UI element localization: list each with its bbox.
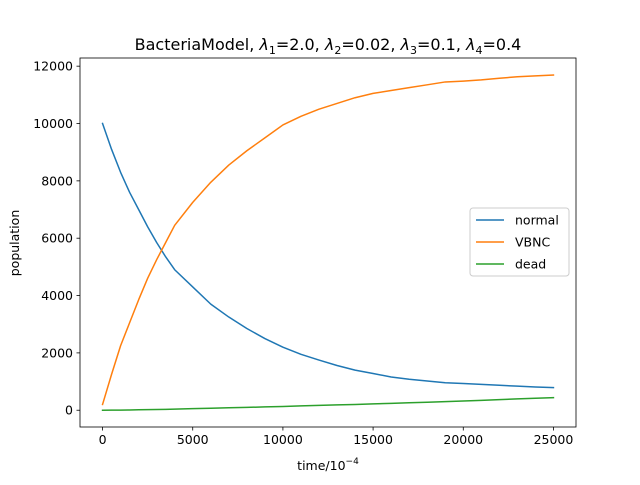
chart-title-lambda-value: =2.0, — [276, 35, 325, 54]
y-tick-label: 8000 — [41, 173, 73, 188]
y-axis-label: population — [7, 210, 22, 277]
chart-title-lambda-subscript: 1 — [269, 44, 276, 57]
chart-title: BacteriaModel, λ1=2.0, λ2=0.02, λ3=0.1, … — [135, 35, 522, 57]
chart-title-lambda-value: =0.02, — [341, 35, 400, 54]
x-tick-label: 25000 — [534, 432, 574, 447]
chart-title-lambda-symbol: λ — [258, 35, 268, 54]
legend-label-normal: normal — [515, 213, 559, 228]
chart-title-lambda-value: =0.1, — [417, 35, 466, 54]
chart-title-lambda-symbol: λ — [465, 35, 475, 54]
legend: normal VBNC dead — [469, 207, 570, 277]
series-line-dead — [101, 396, 555, 411]
chart-title-lambda-value: =0.4 — [483, 35, 522, 54]
series-line-vbnc — [101, 74, 555, 406]
y-tick-label: 10000 — [33, 116, 73, 131]
x-tick-label: 10000 — [263, 432, 303, 447]
x-axis: 0 5000 10000 15000 20000 25000 — [99, 427, 574, 447]
x-axis-label-exponent: −4 — [346, 457, 360, 467]
y-tick-label: 12000 — [33, 59, 73, 74]
x-tick-label: 0 — [99, 432, 107, 447]
x-axis-label: time/10−4 — [297, 457, 359, 473]
series-layer — [101, 74, 555, 411]
chart-title-lambda-subscript: 3 — [410, 44, 417, 57]
x-tick-label: 15000 — [353, 432, 393, 447]
x-tick-label: 20000 — [443, 432, 483, 447]
y-tick-label: 6000 — [41, 231, 73, 246]
axes-spines — [79, 57, 577, 428]
series-line-normal — [101, 122, 555, 389]
y-tick-label: 0 — [65, 403, 73, 418]
chart-title-lambda-symbol: λ — [324, 35, 334, 54]
legend-label-vbnc: VBNC — [515, 235, 550, 250]
y-axis: 0 2000 4000 6000 8000 10000 12000 — [33, 59, 80, 418]
chart-title-lambda-subscript: 2 — [334, 44, 341, 57]
x-tick-label: 5000 — [177, 432, 209, 447]
y-tick-label: 4000 — [41, 288, 73, 303]
y-tick-label: 2000 — [41, 345, 73, 360]
legend-box — [469, 207, 570, 277]
chart-title-lambda-symbol: λ — [400, 35, 410, 54]
legend-label-dead: dead — [515, 257, 546, 272]
chart-title-lambda-subscript: 4 — [476, 44, 483, 57]
chart-title-prefix: BacteriaModel, — [135, 35, 260, 54]
axes-frame — [79, 57, 577, 428]
legend-items: normal VBNC dead — [476, 213, 559, 272]
x-axis-label-base: time/10 — [297, 458, 345, 473]
